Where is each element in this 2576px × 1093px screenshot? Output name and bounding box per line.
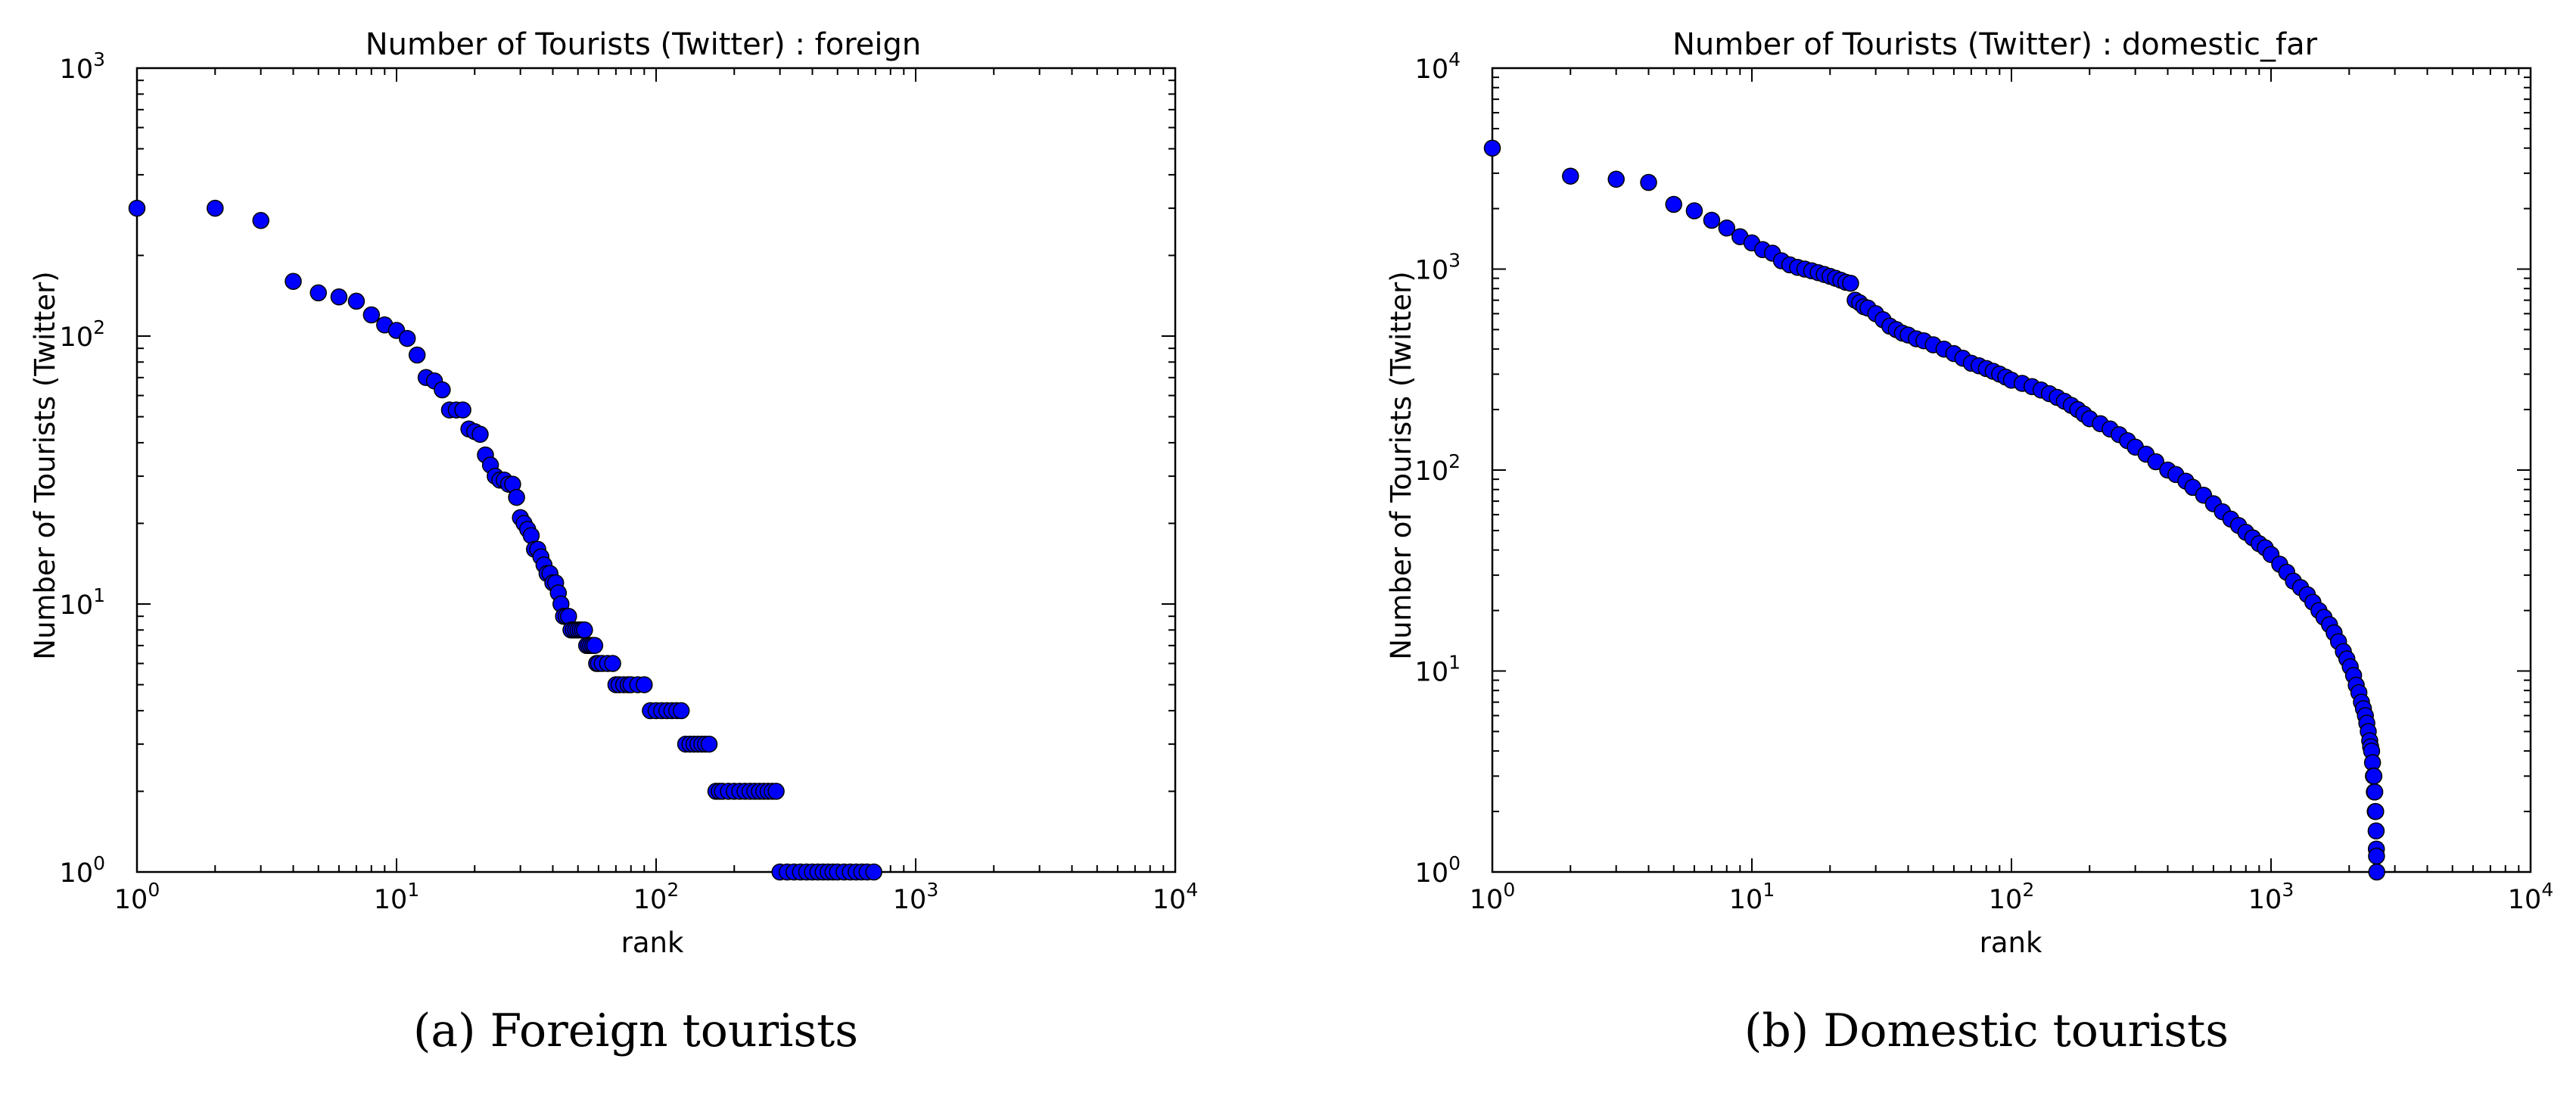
chart-panel-domestic: Number of Tourists (Twitter) : domestic_… [1385,27,2553,1057]
x-tick-label: 101 [374,879,419,915]
data-point [207,199,224,217]
x-tick-label: 104 [2508,879,2553,915]
data-point [1665,195,1682,213]
x-tick-label: 102 [633,879,679,915]
data-point [767,783,785,800]
y-tick-label: 103 [1415,250,1461,286]
y-tick-label: 100 [60,852,105,889]
data-point [1703,211,1721,229]
x-tick-label: 104 [1153,879,1198,915]
y-tick-label: 102 [60,316,105,353]
x-tick-label: 101 [1729,879,1775,915]
data-point [2367,822,2385,840]
data-point [576,621,593,639]
data-point [2366,783,2384,801]
data-point [252,212,269,229]
data-point [434,381,451,399]
data-point [1483,139,1501,157]
x-tick-label: 103 [893,879,938,915]
data-point [586,637,604,655]
y-tick-label: 103 [60,48,105,85]
data-point [2368,863,2385,881]
data-point [310,284,327,302]
data-point [330,288,348,306]
data-point [1607,170,1625,188]
data-point [2147,453,2165,471]
plot-frame [1491,67,2532,873]
data-points [1483,139,2385,881]
axis-ticks: 100 101 102 103 104 100 101 102 103 104 [1415,48,2554,915]
y-axis-label: Number of Tourists (Twitter) [29,271,61,659]
y-tick-label: 100 [1415,852,1461,889]
data-point [285,272,302,290]
data-point [2365,768,2383,785]
data-point [128,199,146,217]
x-tick-label: 103 [2248,879,2294,915]
y-tick-label: 101 [1415,652,1461,688]
data-point [1562,167,1579,185]
subfigure-caption: (a) Foreign tourists [413,1004,858,1057]
data-point [672,702,690,720]
x-tick-label: 100 [114,879,160,915]
x-axis-label: rank [1980,926,2042,959]
data-point [2367,802,2385,821]
data-point [362,306,381,324]
x-tick-label: 100 [1470,879,1515,915]
y-tick-label: 102 [1415,450,1461,487]
data-point [347,292,366,310]
chart-panel-foreign: Number of Tourists (Twitter) : foreign r… [29,27,1198,1057]
plot-frame [135,67,1177,873]
data-points [128,199,882,881]
data-point [2368,847,2385,865]
data-point [398,329,416,347]
x-tick-label: 102 [1989,879,2034,915]
data-point [700,735,718,753]
data-point [471,425,489,444]
y-axis-label: Number of Tourists (Twitter) [1385,271,1417,659]
y-tick-label: 101 [60,584,105,621]
data-point [1842,274,1859,292]
subfigure-caption: (b) Domestic tourists [1744,1004,2229,1057]
data-point [865,863,882,881]
data-point [454,401,471,419]
data-point [604,655,621,672]
data-point [1685,202,1703,220]
axis-ticks: 100 101 102 103 104 100 101 102 103 [60,48,1199,915]
x-axis-label: rank [621,926,684,959]
data-point [408,346,426,364]
chart-title: Number of Tourists (Twitter) : foreign [366,27,922,62]
data-point [636,676,653,693]
data-point [1718,220,1736,237]
chart-title: Number of Tourists (Twitter) : domestic_… [1672,27,2318,62]
y-tick-label: 104 [1415,48,1461,85]
data-point [508,488,525,506]
data-point [1640,173,1657,192]
